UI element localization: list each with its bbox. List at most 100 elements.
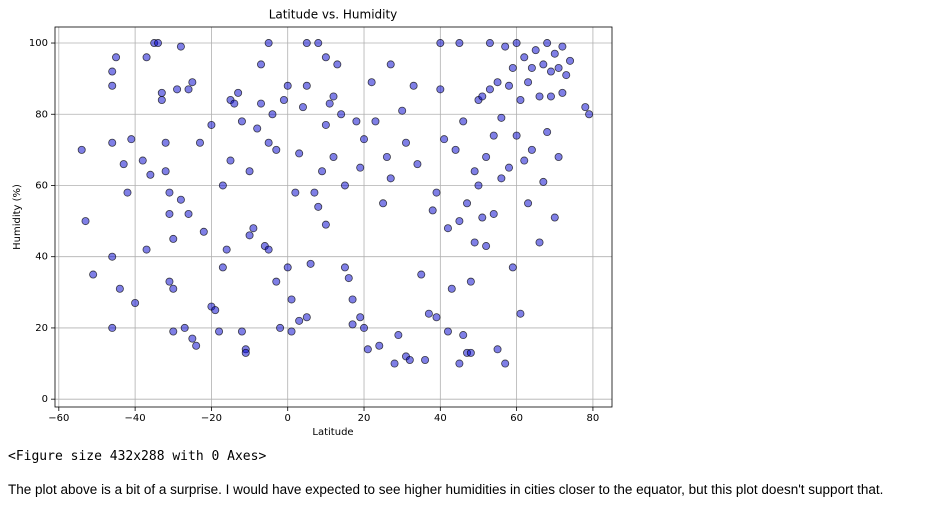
point (379, 199, 388, 208)
point (283, 263, 292, 272)
point (455, 39, 464, 48)
point (463, 199, 472, 208)
point (413, 160, 422, 169)
point (394, 331, 403, 340)
x-tick-label: 20 (358, 413, 371, 424)
point (516, 96, 525, 105)
point (524, 78, 533, 87)
point (352, 117, 361, 126)
point (451, 145, 460, 154)
point (581, 103, 590, 112)
point (382, 152, 391, 161)
point (268, 110, 277, 119)
point (108, 138, 117, 147)
point (485, 39, 494, 48)
point (138, 156, 147, 165)
point (550, 49, 559, 58)
point (184, 85, 193, 94)
point (108, 81, 117, 90)
point (157, 88, 166, 97)
point (585, 110, 594, 119)
point (455, 217, 464, 226)
point (455, 359, 464, 368)
point (207, 120, 216, 129)
point (142, 245, 151, 254)
point (535, 92, 544, 101)
point (165, 277, 174, 286)
y-tick-label: 100 (29, 38, 48, 49)
point (543, 39, 552, 48)
point (264, 138, 273, 147)
point (478, 92, 487, 101)
point (127, 135, 136, 144)
chart-title: Latitude vs. Humidity (269, 8, 398, 22)
plot-frame (54, 26, 613, 408)
point (482, 242, 491, 251)
point (257, 99, 266, 108)
point (211, 306, 220, 315)
point (485, 85, 494, 94)
point (108, 252, 117, 261)
point (195, 138, 204, 147)
point (360, 323, 369, 332)
x-tick-label: −20 (201, 413, 222, 424)
point (386, 174, 395, 183)
point (188, 78, 197, 87)
point (188, 334, 197, 343)
point (108, 67, 117, 76)
point (234, 88, 243, 97)
point (363, 345, 372, 354)
point (558, 88, 567, 97)
point (161, 167, 170, 176)
point (340, 263, 349, 272)
point (527, 145, 536, 154)
point (531, 46, 540, 55)
point (337, 110, 346, 119)
point (298, 103, 307, 112)
point (302, 313, 311, 322)
point (283, 81, 292, 90)
point (169, 234, 178, 243)
x-tick-label: 80 (587, 413, 600, 424)
point (108, 323, 117, 332)
y-tick-label: 40 (35, 252, 48, 263)
point (524, 199, 533, 208)
point (348, 295, 357, 304)
point (249, 224, 258, 233)
x-tick-label: −40 (125, 413, 146, 424)
point (508, 263, 517, 272)
point (512, 39, 521, 48)
point (115, 284, 124, 293)
point (161, 138, 170, 147)
point (222, 245, 231, 254)
point (417, 270, 426, 279)
point (497, 113, 506, 122)
point (436, 39, 445, 48)
point (447, 284, 456, 293)
point (245, 231, 254, 240)
point (180, 323, 189, 332)
point (497, 174, 506, 183)
point (504, 163, 513, 172)
point (257, 60, 266, 69)
point (539, 60, 548, 69)
point (253, 124, 262, 133)
point (321, 120, 330, 129)
point (546, 92, 555, 101)
point (302, 39, 311, 48)
point (348, 320, 357, 329)
point (333, 60, 342, 69)
point (142, 53, 151, 62)
point (344, 274, 353, 283)
point (279, 96, 288, 105)
point (329, 152, 338, 161)
point (169, 327, 178, 336)
point (325, 99, 334, 108)
point (306, 259, 315, 268)
point (489, 131, 498, 140)
y-axis-label: Humidity (%) (12, 184, 23, 250)
point (272, 145, 281, 154)
point (409, 81, 418, 90)
point (401, 138, 410, 147)
point (218, 263, 227, 272)
